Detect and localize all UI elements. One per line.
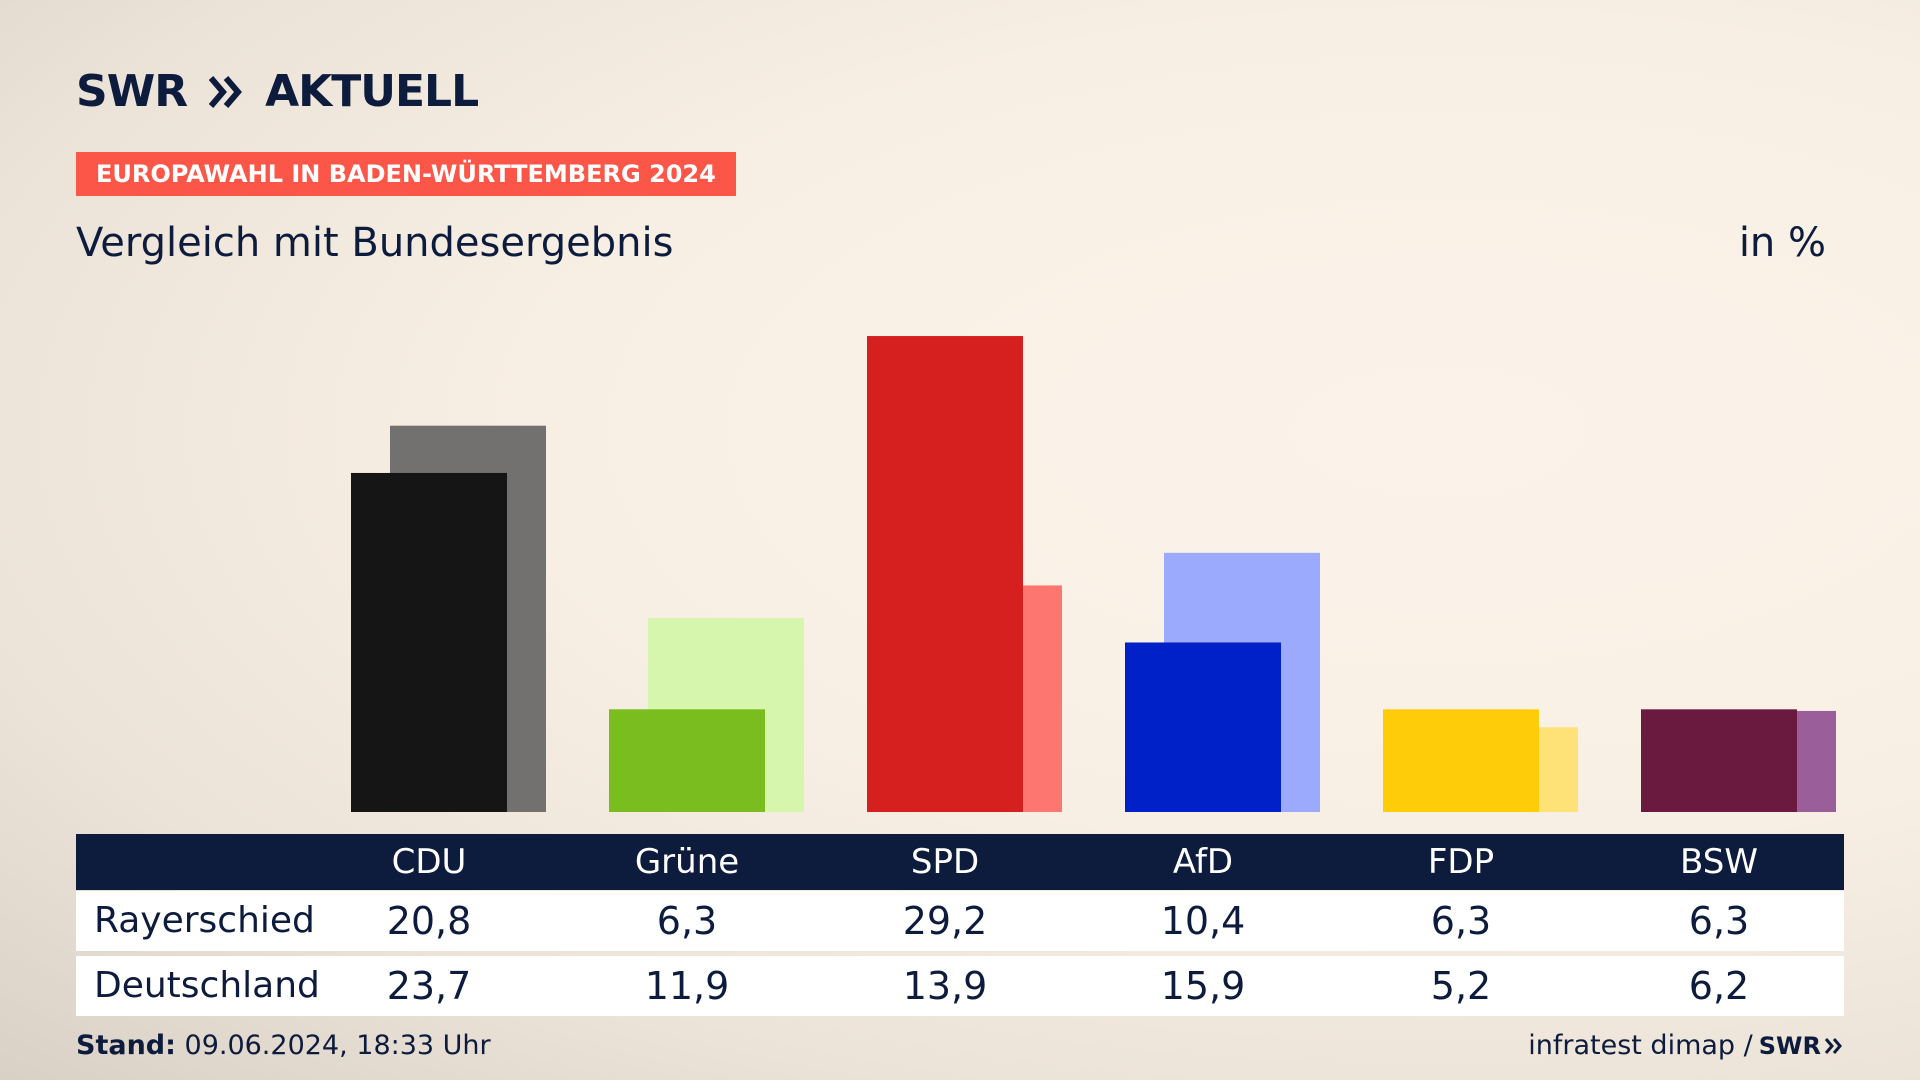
bar-chart <box>351 336 1836 812</box>
header-cdu: CDU <box>391 842 467 882</box>
value-rayerschied-fdp: 6,3 <box>1430 899 1492 943</box>
header-gruene: Grüne <box>634 842 740 882</box>
timestamp: Stand: 09.06.2024, 18:33 Uhr <box>76 1030 491 1061</box>
logo-aktuell-text: AKTUELL <box>265 66 479 117</box>
election-badge: EUROPAWAHL IN BADEN-WÜRTTEMBERG 2024 <box>76 152 736 196</box>
row-label-deutschland: Deutschland <box>94 965 320 1006</box>
value-deutschland-cdu: 23,7 <box>386 964 472 1008</box>
footer-swr-logo: SWR <box>1759 1032 1844 1060</box>
logo-swr-text: SWR <box>76 66 188 117</box>
bar-rayerschied-spd <box>867 336 1023 812</box>
bar-rayerschied-bsw <box>1641 709 1797 812</box>
chart-subtitle: Vergleich mit Bundesergebnis <box>76 220 674 266</box>
bar-rayerschied-fdp <box>1383 709 1539 812</box>
bar-rayerschied-gruene <box>609 709 765 812</box>
value-deutschland-fdp: 5,2 <box>1430 964 1492 1008</box>
table-row-deutschland: Deutschland 23,7 11,9 13,9 15,9 5,2 6,2 <box>76 956 1844 1016</box>
row-label-rayerschied: Rayerschied <box>94 900 315 941</box>
bar-rayerschied-afd <box>1125 642 1281 812</box>
value-rayerschied-gruene: 6,3 <box>656 899 718 943</box>
header-bsw: BSW <box>1680 842 1758 882</box>
value-rayerschied-cdu: 20,8 <box>386 899 472 943</box>
header-spd: SPD <box>910 842 980 882</box>
value-deutschland-bsw: 6,2 <box>1688 964 1750 1008</box>
footer-chevron-icon <box>1824 1037 1842 1054</box>
stand-label: Stand: <box>76 1030 176 1061</box>
swr-aktuell-logo: SWR AKTUELL <box>76 66 479 117</box>
value-rayerschied-spd: 29,2 <box>902 899 988 943</box>
value-rayerschied-bsw: 6,3 <box>1688 899 1750 943</box>
bar-rayerschied-cdu <box>351 472 507 812</box>
value-rayerschied-afd: 10,4 <box>1160 899 1246 943</box>
double-chevron-icon <box>209 76 243 108</box>
header-fdp: FDP <box>1427 842 1495 882</box>
value-deutschland-gruene: 11,9 <box>644 964 730 1008</box>
source-text: infratest dimap / <box>1528 1030 1753 1061</box>
header-afd: AfD <box>1172 842 1234 882</box>
unit-label: in % <box>1738 220 1826 266</box>
party-header-row: CDU Grüne SPD AfD FDP BSW <box>76 834 1844 890</box>
table-row-rayerschied: Rayerschied 20,8 6,3 29,2 10,4 6,3 6,3 <box>76 891 1844 951</box>
value-deutschland-afd: 15,9 <box>1160 964 1246 1008</box>
source-credit: infratest dimap / SWR <box>1528 1030 1844 1061</box>
footer-swr-text: SWR <box>1758 1031 1821 1060</box>
value-deutschland-spd: 13,9 <box>902 964 988 1008</box>
stand-value: 09.06.2024, 18:33 Uhr <box>184 1030 491 1061</box>
